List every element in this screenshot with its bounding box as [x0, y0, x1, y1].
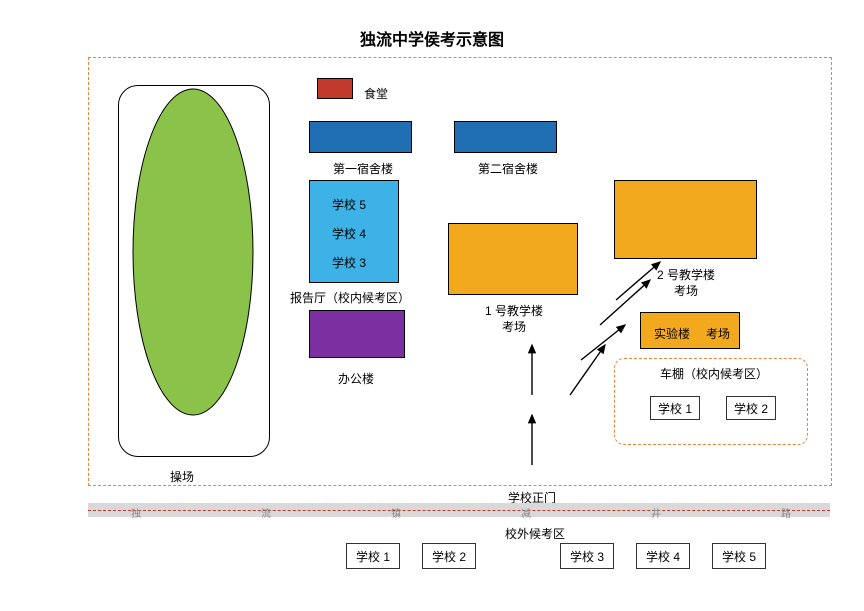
- dorm1-box: [309, 121, 412, 153]
- shed-school-1: 学校 2: [726, 396, 776, 420]
- playground-ellipse: [118, 85, 268, 455]
- road-char-4: 井: [651, 505, 661, 520]
- outside-school-3: 学校 4: [636, 543, 690, 569]
- teach1-box: [448, 223, 578, 295]
- lab-label-right: 考场: [706, 325, 730, 342]
- cafeteria-box: [317, 78, 353, 99]
- cafeteria-label: 食堂: [364, 85, 388, 102]
- road-char-2: 镇: [391, 505, 401, 520]
- playground-label: 操场: [170, 468, 194, 485]
- teach2-box: [614, 180, 757, 259]
- outside-school-1: 学校 2: [422, 543, 476, 569]
- road-char-3: 减: [521, 505, 531, 520]
- page-title: 独流中学侯考示意图: [0, 26, 864, 50]
- teach2-label1: 2 号教学楼: [657, 266, 715, 283]
- diagram-root: 独流中学侯考示意图操场 食堂第一宿舍楼 第二宿舍楼学校 5 学校 4 学校 3 报告厅（校…: [0, 0, 864, 611]
- outside-school-0: 学校 1: [346, 543, 400, 569]
- outside-label: 校外候考区: [505, 525, 565, 542]
- dorm2-box: [454, 121, 557, 153]
- road-char-0: 独: [131, 505, 141, 520]
- shed-school-0: 学校 1: [650, 396, 700, 420]
- shed-label: 车棚（校内候考区）: [660, 365, 768, 382]
- road-centerline: [88, 510, 830, 511]
- road-char-5: 路: [781, 505, 791, 520]
- report-hall-item-0: 学校 5: [332, 196, 366, 213]
- outside-school-2: 学校 3: [560, 543, 614, 569]
- teach1-label2: 考场: [502, 318, 526, 335]
- dorm1-label: 第一宿舍楼: [333, 160, 393, 177]
- office-label: 办公楼: [338, 370, 374, 387]
- road-char-1: 流: [261, 505, 271, 520]
- teach2-label2: 考场: [674, 282, 698, 299]
- report-hall-label: 报告厅（校内候考区）: [290, 289, 410, 306]
- report-hall-item-1: 学校 4: [332, 225, 366, 242]
- dorm2-label: 第二宿舍楼: [478, 160, 538, 177]
- teach1-label1: 1 号教学楼: [485, 302, 543, 319]
- lab-label-left: 实验楼: [654, 325, 690, 342]
- office-box: [309, 310, 405, 358]
- outside-school-4: 学校 5: [712, 543, 766, 569]
- report-hall-item-2: 学校 3: [332, 254, 366, 271]
